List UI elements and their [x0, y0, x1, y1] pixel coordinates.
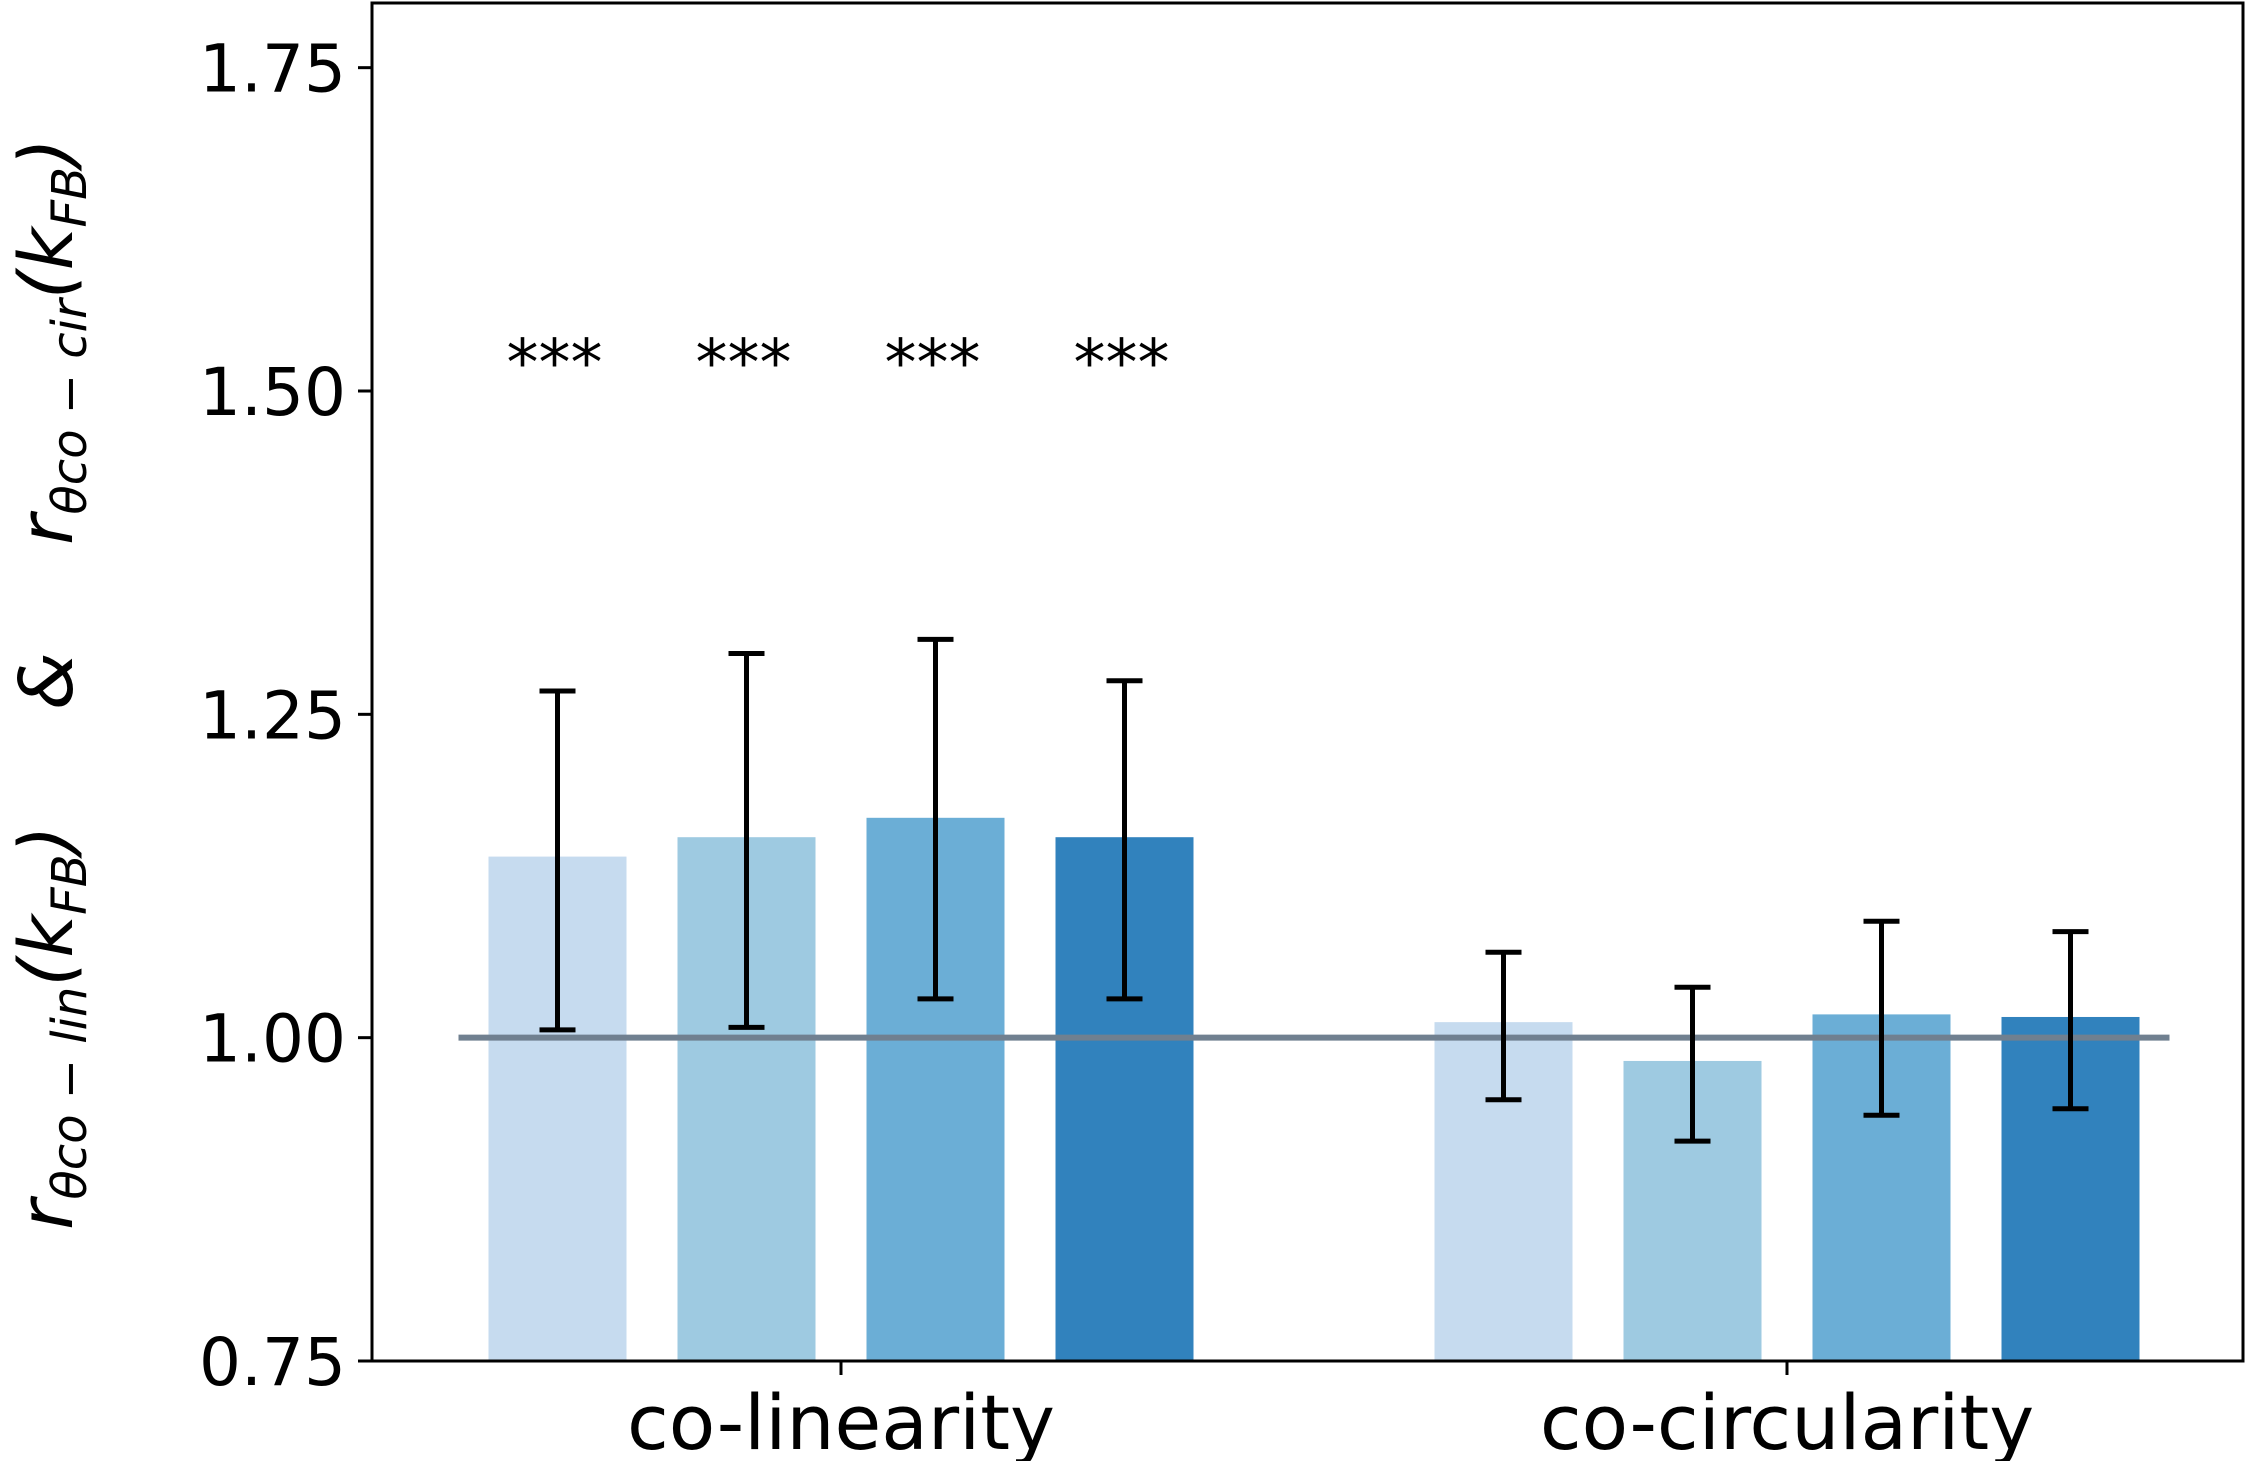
y-axis-label-part1: rθco − lin(kFB) — [4, 825, 98, 1230]
y-tick-label: 1.50 — [199, 354, 346, 431]
significance-label: *** — [507, 327, 603, 401]
y-tick-label: 1.75 — [199, 31, 346, 108]
x-axis-ticks: co-linearity co-circularity — [627, 1361, 2034, 1461]
x-tick-label: co-linearity — [627, 1378, 1055, 1461]
significance-label: *** — [1074, 327, 1170, 401]
y-tick-label: 1.00 — [199, 1001, 346, 1078]
error-bars-layer — [539, 636, 2089, 1144]
significance-layer: *** *** *** *** — [507, 327, 1170, 401]
significance-label: *** — [696, 327, 792, 401]
y-tick-label: 0.75 — [199, 1324, 346, 1401]
bars-layer — [488, 817, 2140, 1361]
y-axis-label-part2: rθco − cir(kFB) — [4, 138, 98, 545]
significance-label: *** — [885, 327, 981, 401]
plot-frame — [370, 1, 2245, 1363]
y-axis-ticks: 0.75 1.00 1.25 1.50 1.75 — [199, 31, 372, 1401]
y-tick-label: 1.25 — [199, 677, 346, 754]
y-axis-label-connector: & — [4, 652, 90, 710]
x-tick-label: co-circularity — [1540, 1378, 2034, 1461]
